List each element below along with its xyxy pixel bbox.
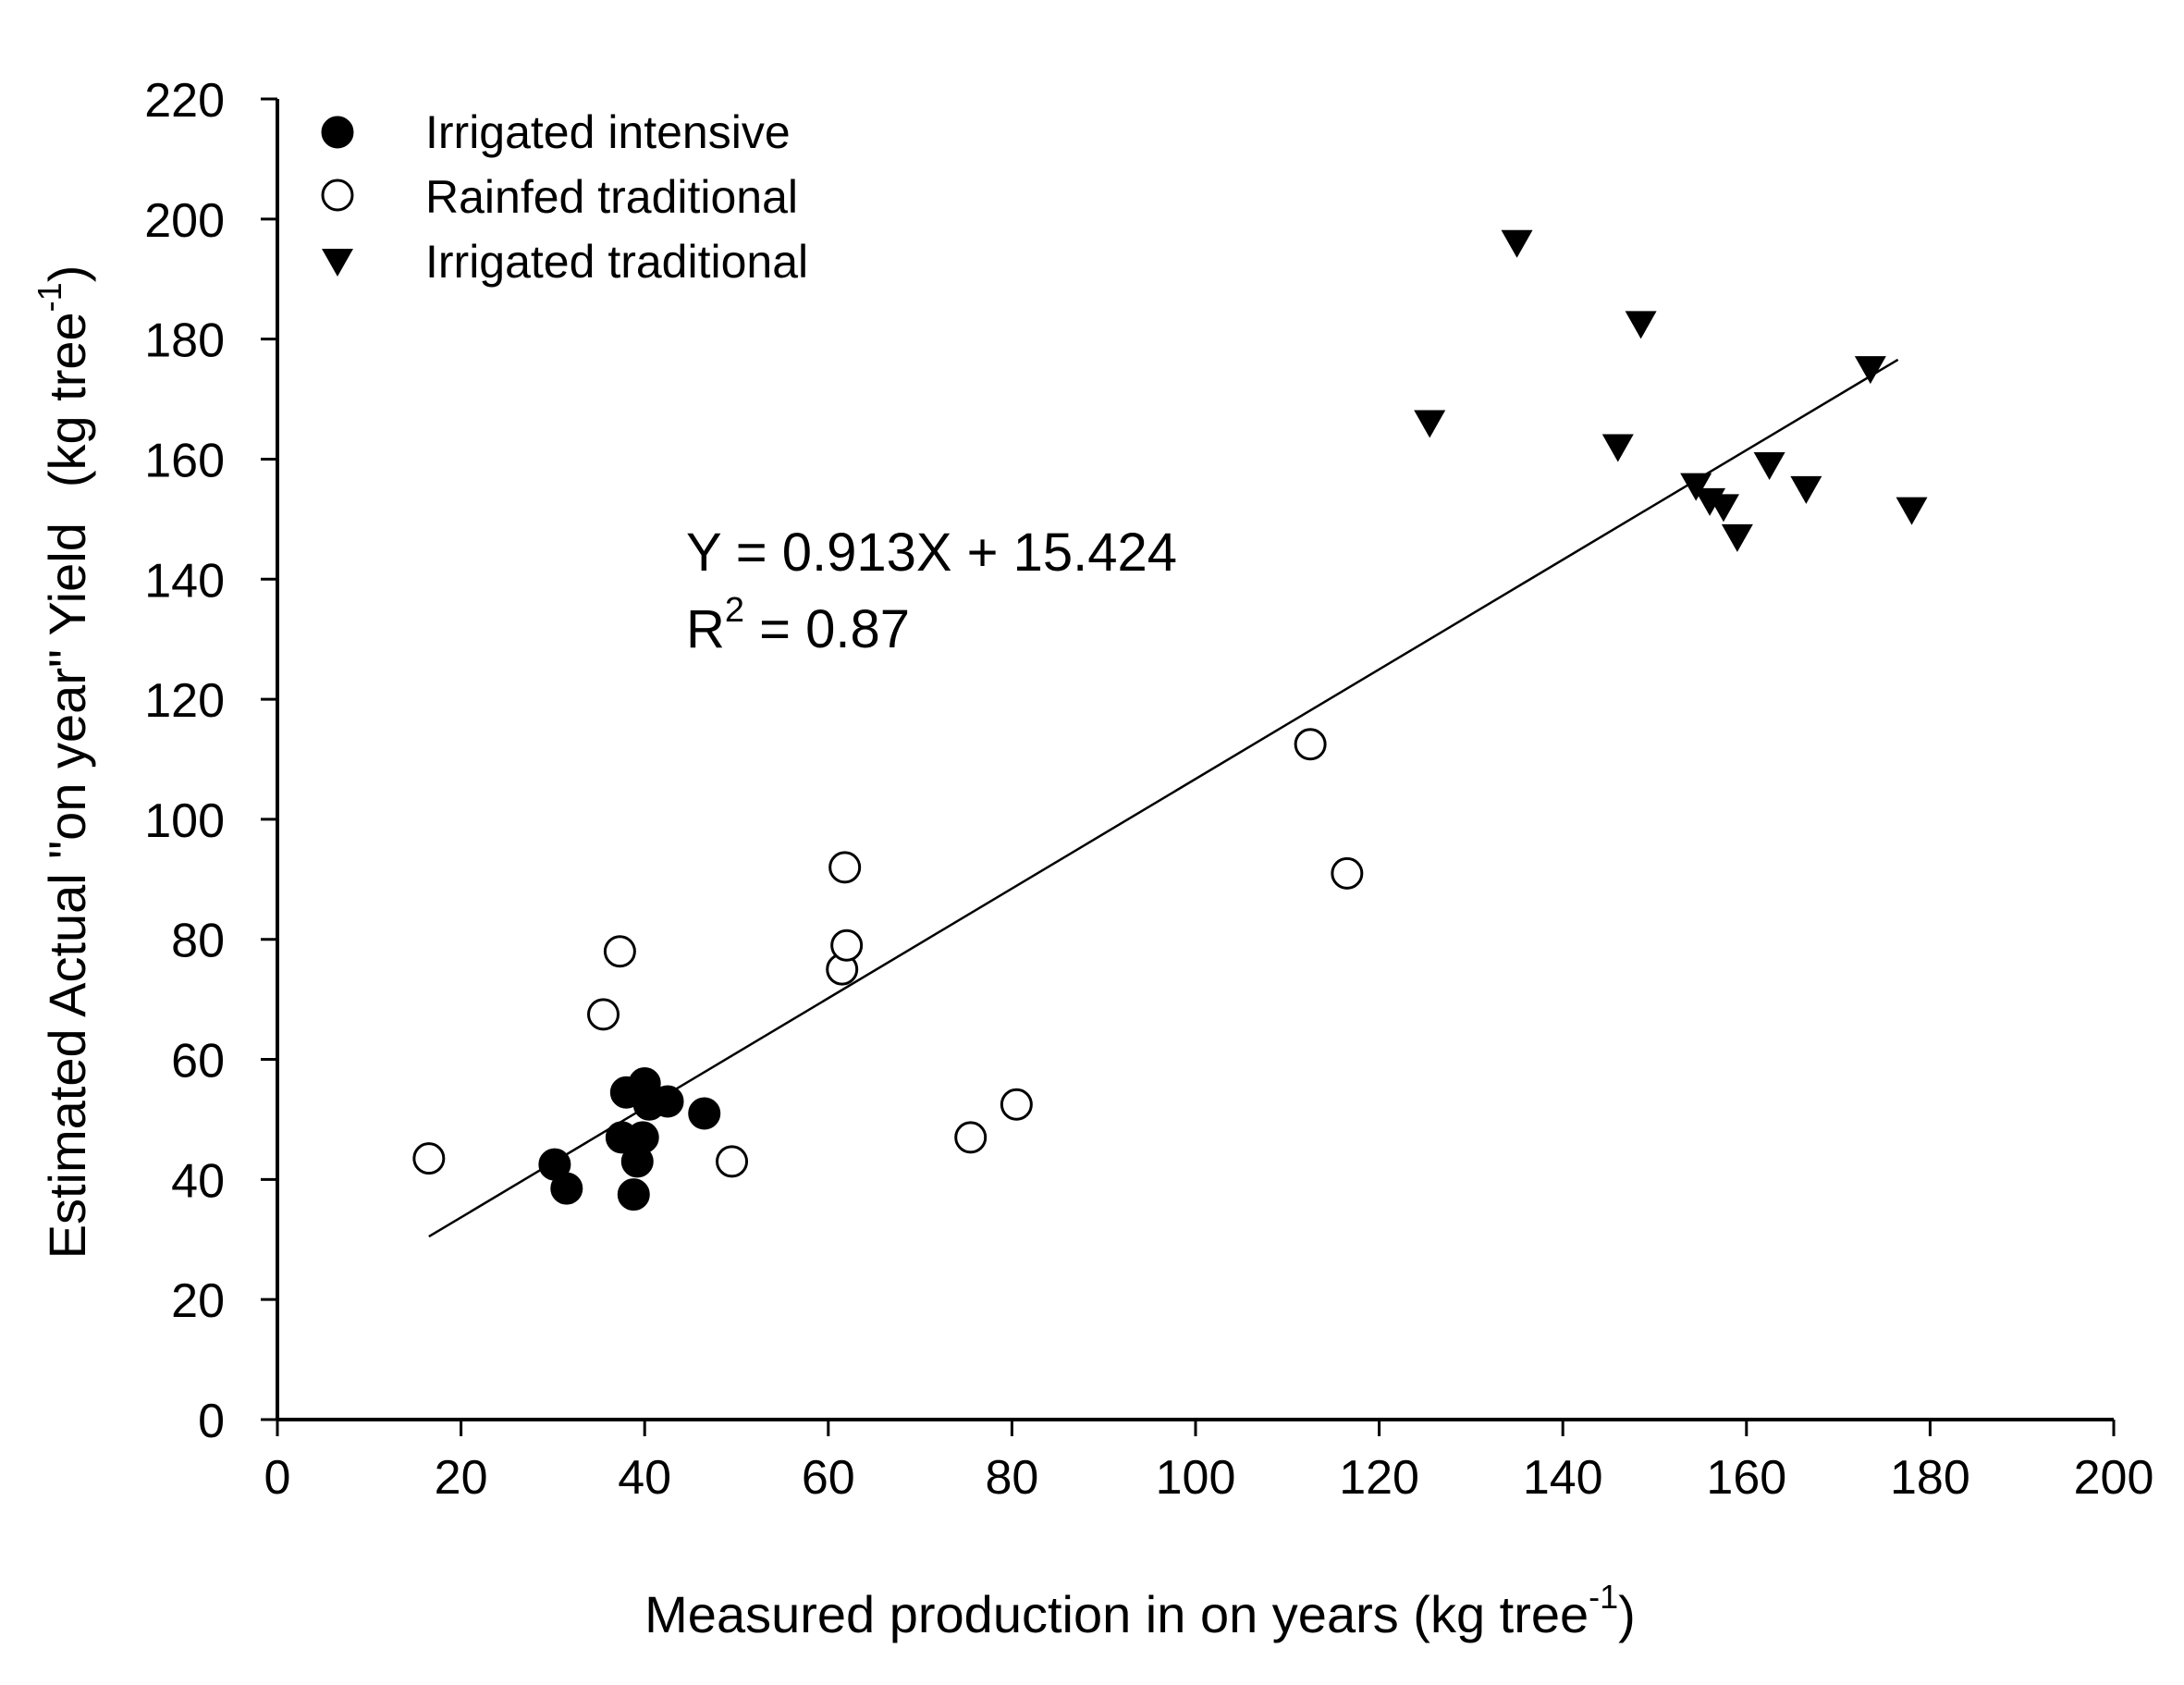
y-axis-title-text: Estimated Actual "on year" Yield — [38, 523, 96, 1259]
data-point-rainfed-traditional — [954, 1121, 988, 1154]
data-point-irrigated-traditional — [1625, 311, 1657, 339]
data-point-rainfed-traditional — [716, 1145, 749, 1178]
data-points — [412, 229, 1928, 1211]
y-axis-title-end: ) — [38, 265, 96, 283]
y-tick-label: 120 — [144, 674, 225, 728]
x-tick-label: 80 — [985, 1451, 1038, 1505]
legend-marker-irrigated-traditional — [322, 249, 353, 277]
data-point-rainfed-traditional — [830, 929, 864, 962]
x-tick-label: 180 — [1890, 1451, 1970, 1505]
y-tick-label: 220 — [144, 74, 225, 128]
y-tick-label: 80 — [171, 915, 225, 968]
y-tick-label: 140 — [144, 554, 225, 608]
data-point-irrigated-traditional — [1501, 229, 1533, 258]
data-point-irrigated-traditional — [1790, 475, 1822, 504]
y-axis-ticks: 0 20 40 60 80 100 120 140 160 180 200 220 — [144, 74, 277, 1448]
legend-marker-irrigated-intensive — [321, 116, 354, 149]
data-point-irrigated-intensive — [651, 1085, 684, 1118]
legend-label-irrigated-intensive: Irrigated intensive — [425, 106, 791, 158]
r2-prefix: R — [686, 599, 725, 659]
data-point-irrigated-traditional — [1721, 523, 1753, 552]
data-point-irrigated-traditional — [1896, 497, 1928, 525]
data-point-irrigated-traditional — [1414, 410, 1446, 438]
x-tick-label: 0 — [264, 1451, 291, 1505]
x-tick-label: 60 — [802, 1451, 855, 1505]
legend: Irrigated intensive Rainfed traditional … — [321, 106, 808, 288]
y-axis-title-sup: -1 — [31, 282, 68, 312]
data-point-rainfed-traditional — [603, 935, 636, 968]
data-point-irrigated-traditional — [1707, 494, 1739, 523]
x-tick-label: 120 — [1339, 1451, 1419, 1505]
x-tick-label: 200 — [2074, 1451, 2154, 1505]
x-tick-label: 140 — [1523, 1451, 1603, 1505]
data-point-rainfed-traditional — [1294, 728, 1327, 761]
y-tick-label: 200 — [144, 194, 225, 248]
legend-marker-rainfed-traditional — [321, 178, 354, 212]
y-tick-label: 180 — [144, 314, 225, 368]
data-point-irrigated-intensive — [688, 1097, 721, 1130]
r2-sup: 2 — [725, 591, 744, 630]
data-point-irrigated-traditional — [1753, 451, 1785, 480]
y-tick-label: 40 — [171, 1154, 225, 1208]
y-axis-title-unit: (kg tree — [38, 312, 96, 487]
legend-label-irrigated-traditional: Irrigated traditional — [425, 236, 808, 288]
data-point-rainfed-traditional — [412, 1142, 446, 1175]
y-tick-label: 160 — [144, 434, 225, 487]
data-point-rainfed-traditional — [828, 851, 862, 884]
y-tick-label: 60 — [171, 1035, 225, 1088]
r2-value: = 0.87 — [744, 599, 910, 659]
x-axis-title-text: Measured production in on years (kg tree — [644, 1585, 1589, 1643]
x-axis-title: Measured production in on years (kg tree… — [644, 1578, 1636, 1643]
data-point-rainfed-traditional — [1331, 856, 1364, 890]
axes — [276, 99, 2114, 1421]
x-tick-label: 20 — [435, 1451, 488, 1505]
data-point-irrigated-traditional — [1680, 473, 1712, 501]
legend-label-rainfed-traditional: Rainfed traditional — [425, 171, 798, 223]
data-point-rainfed-traditional — [1000, 1088, 1033, 1121]
x-axis-ticks: 0 20 40 60 80 100 120 140 160 180 200 — [264, 1420, 2154, 1505]
regression-r2: R2 = 0.87 — [686, 591, 910, 659]
data-point-irrigated-intensive — [550, 1172, 583, 1205]
x-axis-title-end: ) — [1618, 1585, 1636, 1643]
x-axis-title-sup: -1 — [1589, 1578, 1618, 1616]
y-tick-label: 100 — [144, 794, 225, 848]
regression-equation: Y = 0.913X + 15.424 — [686, 523, 1177, 583]
data-point-rainfed-traditional — [587, 998, 620, 1031]
data-point-irrigated-intensive — [617, 1178, 650, 1211]
x-tick-label: 100 — [1156, 1451, 1236, 1505]
data-point-irrigated-intensive — [626, 1121, 659, 1154]
data-point-irrigated-traditional — [1601, 434, 1634, 462]
y-tick-label: 0 — [198, 1395, 225, 1448]
data-point-irrigated-traditional — [1854, 356, 1886, 385]
y-tick-label: 20 — [171, 1274, 225, 1328]
x-tick-label: 40 — [618, 1451, 671, 1505]
y-axis-title: Estimated Actual "on year" Yield (kg tree… — [31, 265, 96, 1260]
x-tick-label: 160 — [1706, 1451, 1786, 1505]
